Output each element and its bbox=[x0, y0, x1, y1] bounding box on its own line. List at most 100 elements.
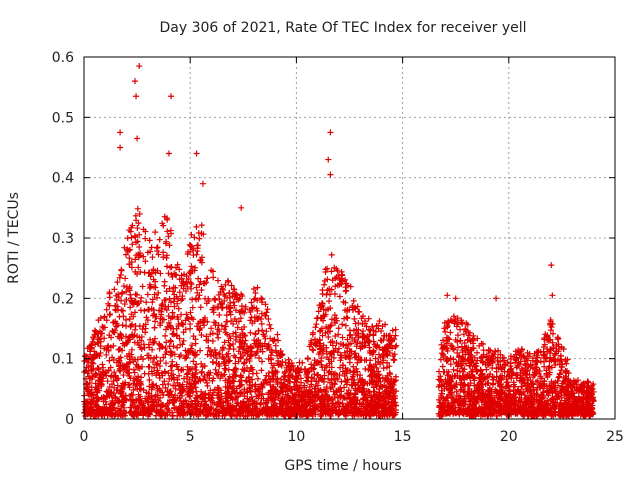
data-point bbox=[342, 322, 349, 329]
data-point bbox=[218, 304, 225, 311]
data-point bbox=[309, 346, 316, 353]
data-point bbox=[174, 395, 181, 402]
data-point bbox=[99, 361, 106, 368]
data-point bbox=[128, 346, 135, 353]
data-point bbox=[285, 356, 292, 363]
data-point bbox=[230, 330, 237, 337]
data-point bbox=[178, 297, 185, 304]
data-point bbox=[392, 326, 399, 333]
data-point bbox=[238, 291, 245, 298]
data-point bbox=[339, 334, 346, 341]
data-point bbox=[188, 263, 195, 270]
data-point bbox=[165, 381, 172, 388]
data-point bbox=[119, 307, 126, 314]
data-point bbox=[312, 324, 319, 331]
data-point bbox=[391, 357, 398, 364]
data-point bbox=[440, 351, 447, 358]
data-point bbox=[169, 331, 176, 338]
data-point bbox=[296, 359, 303, 366]
data-point bbox=[372, 355, 379, 362]
data-point bbox=[132, 234, 139, 241]
data-point bbox=[117, 271, 124, 278]
data-point bbox=[360, 328, 367, 335]
data-point bbox=[304, 355, 311, 362]
data-point bbox=[347, 283, 354, 290]
data-point bbox=[543, 370, 550, 377]
data-point bbox=[190, 358, 197, 365]
data-point bbox=[328, 251, 335, 258]
data-point bbox=[353, 343, 360, 350]
data-point bbox=[223, 318, 230, 325]
data-point bbox=[252, 331, 259, 338]
data-point bbox=[274, 331, 281, 338]
data-point bbox=[254, 375, 261, 382]
data-point bbox=[145, 363, 152, 370]
data-point bbox=[457, 326, 464, 333]
data-point bbox=[198, 287, 205, 294]
data-point bbox=[106, 294, 113, 301]
data-point bbox=[226, 346, 233, 353]
data-point bbox=[156, 236, 163, 243]
data-point bbox=[372, 381, 379, 388]
data-point bbox=[131, 369, 138, 376]
data-point bbox=[168, 264, 175, 271]
data-point bbox=[252, 295, 259, 302]
data-point bbox=[258, 320, 265, 327]
data-point bbox=[237, 382, 244, 389]
data-point bbox=[247, 309, 254, 316]
data-point bbox=[439, 363, 446, 370]
data-point bbox=[252, 290, 259, 297]
data-point bbox=[211, 296, 218, 303]
data-point bbox=[106, 289, 113, 296]
data-point bbox=[255, 327, 262, 334]
data-point bbox=[190, 333, 197, 340]
data-point bbox=[392, 343, 399, 350]
data-point bbox=[259, 348, 266, 355]
data-point bbox=[186, 367, 193, 374]
data-point bbox=[238, 303, 245, 310]
data-point bbox=[248, 314, 255, 321]
data-point bbox=[140, 253, 147, 260]
data-point bbox=[187, 309, 194, 316]
data-point bbox=[359, 313, 366, 320]
data-point bbox=[162, 296, 169, 303]
data-point bbox=[193, 367, 200, 374]
data-point bbox=[253, 370, 260, 377]
data-point bbox=[346, 327, 353, 334]
data-point bbox=[315, 308, 322, 315]
data-point bbox=[154, 244, 161, 251]
data-point bbox=[134, 291, 141, 298]
data-point bbox=[114, 279, 121, 286]
data-point bbox=[352, 320, 359, 327]
data-point bbox=[99, 323, 106, 330]
data-point bbox=[204, 351, 211, 358]
data-point bbox=[237, 373, 244, 380]
data-point bbox=[138, 333, 145, 340]
data-point bbox=[313, 321, 320, 328]
data-point bbox=[336, 293, 343, 300]
data-point bbox=[351, 351, 358, 358]
data-point bbox=[135, 373, 142, 380]
data-point bbox=[323, 291, 330, 298]
data-point bbox=[188, 281, 195, 288]
data-point bbox=[179, 341, 186, 348]
data-point bbox=[215, 334, 222, 341]
data-point bbox=[188, 285, 195, 292]
data-point bbox=[143, 314, 150, 321]
data-point bbox=[324, 287, 331, 294]
data-point bbox=[351, 315, 358, 322]
data-point bbox=[366, 344, 373, 351]
data-point bbox=[147, 273, 154, 280]
data-point bbox=[122, 275, 129, 282]
data-points bbox=[81, 63, 597, 419]
data-point bbox=[130, 386, 137, 393]
data-point bbox=[295, 372, 302, 379]
data-point bbox=[165, 270, 172, 277]
data-point bbox=[159, 220, 166, 227]
data-point bbox=[324, 265, 331, 272]
data-point bbox=[344, 336, 351, 343]
data-point bbox=[310, 347, 317, 354]
data-point bbox=[193, 223, 200, 230]
data-point bbox=[447, 329, 454, 336]
